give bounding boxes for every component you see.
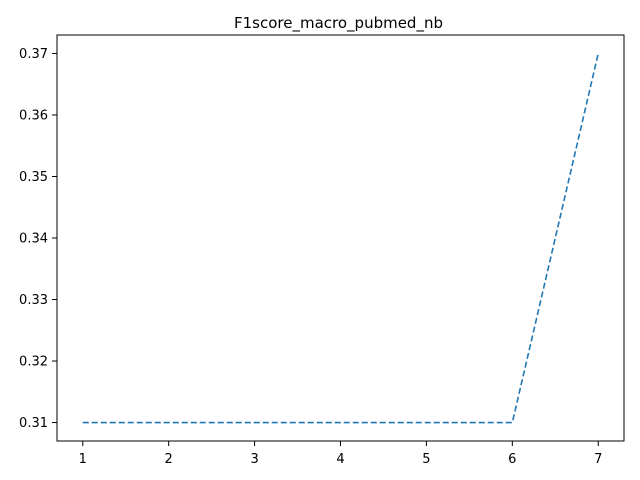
y-tick-label: 0.36 [19, 108, 48, 123]
chart-title: F1score_macro_pubmed_nb [234, 14, 443, 33]
y-tick-label: 0.32 [19, 355, 48, 370]
y-tick-label: 0.33 [19, 293, 48, 308]
series-layer [82, 53, 600, 424]
y-tick-label: 0.31 [19, 416, 48, 431]
y-tick-label: 0.37 [19, 47, 48, 62]
y-tick-label: 0.34 [19, 232, 48, 247]
x-tick-label: 4 [336, 452, 344, 467]
x-tick-label: 2 [165, 452, 173, 467]
x-tick-label: 6 [508, 452, 516, 467]
series-line-0 [82, 53, 600, 424]
x-tick-label: 3 [250, 452, 258, 467]
y-axis: 0.31 0.32 0.33 0.34 0.35 0.36 0.37 [19, 47, 57, 431]
x-tick-label: 1 [79, 452, 87, 467]
plot-frame [56, 34, 625, 442]
y-tick-label: 0.35 [19, 170, 48, 185]
x-axis: 1 2 3 4 5 6 7 [79, 441, 602, 467]
x-tick-label: 5 [422, 452, 430, 467]
x-tick-label: 7 [594, 452, 602, 467]
